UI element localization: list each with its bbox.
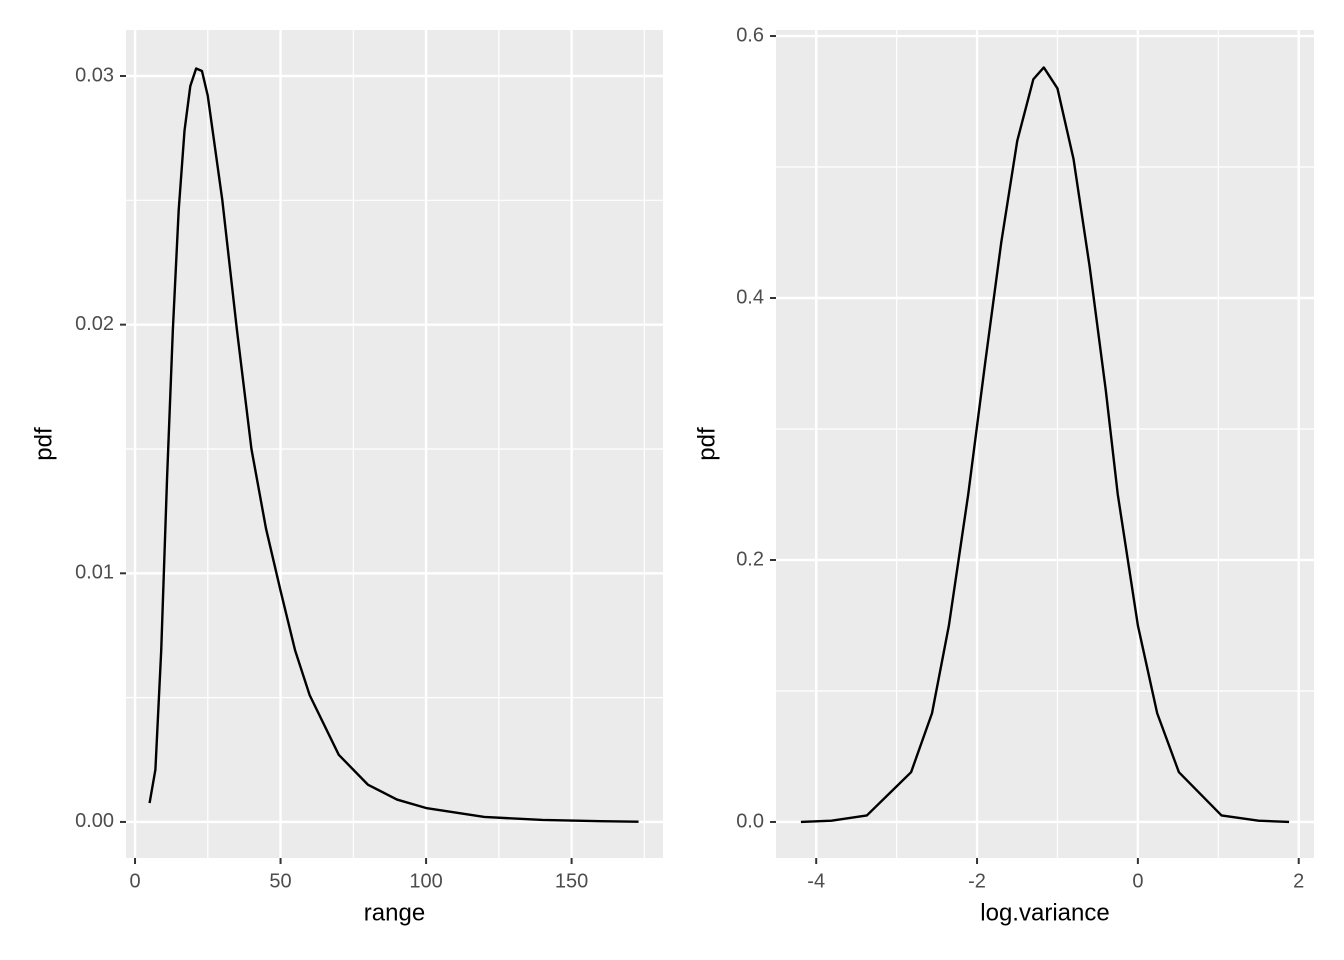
x-tick-label: 0 — [129, 870, 140, 892]
line — [800, 66, 1290, 824]
y-tick-label: 0.02 — [75, 313, 114, 335]
x-tick-label: -4 — [807, 870, 825, 892]
panel-background — [126, 30, 663, 858]
y-tick-label: 0.6 — [736, 24, 764, 46]
y-tick-label: 0.2 — [736, 548, 764, 570]
y-axis-title: pdf — [693, 427, 720, 461]
y-tick-label: 0.4 — [736, 286, 764, 308]
x-tick-label: 0 — [1132, 870, 1143, 892]
x-tick-label: -2 — [968, 870, 986, 892]
y-tick-label: 0.0 — [736, 810, 764, 832]
x-tick-label: 150 — [555, 870, 588, 892]
y-tick-label: 0.00 — [75, 810, 114, 832]
x-axis-title: log.variance — [980, 899, 1109, 926]
x-tick-label: 100 — [409, 870, 442, 892]
x-axis-title: range — [364, 899, 425, 926]
x-tick-label: 50 — [269, 870, 291, 892]
line — [148, 67, 639, 823]
y-axis-title: pdf — [30, 427, 57, 461]
panel-background — [776, 30, 1314, 858]
x-tick-label: 2 — [1293, 870, 1304, 892]
y-tick-label: 0.01 — [75, 562, 114, 584]
y-tick-label: 0.03 — [75, 64, 114, 86]
